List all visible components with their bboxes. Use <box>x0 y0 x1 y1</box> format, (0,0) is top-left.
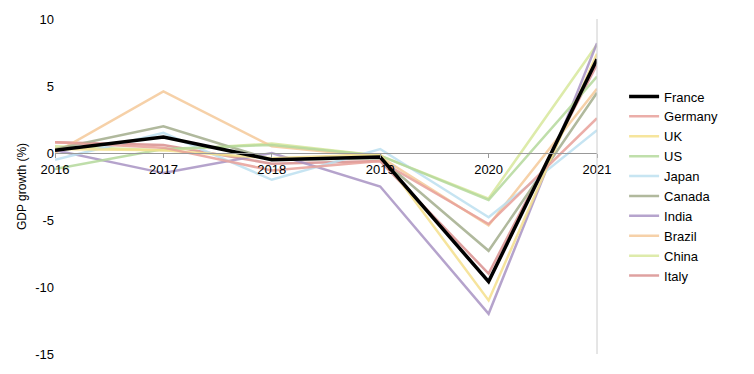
svg-text:5: 5 <box>47 79 54 94</box>
svg-text:2018: 2018 <box>257 162 286 177</box>
svg-text:10: 10 <box>40 12 54 27</box>
svg-text:China: China <box>664 249 699 264</box>
svg-text:-5: -5 <box>42 213 54 228</box>
svg-text:2020: 2020 <box>474 162 503 177</box>
svg-text:2017: 2017 <box>149 162 178 177</box>
svg-text:-10: -10 <box>35 280 54 295</box>
svg-text:Brazil: Brazil <box>664 229 697 244</box>
svg-text:0: 0 <box>47 146 54 161</box>
svg-text:2021: 2021 <box>583 162 612 177</box>
svg-text:2019: 2019 <box>366 162 395 177</box>
svg-text:Canada: Canada <box>664 189 710 204</box>
svg-text:Japan: Japan <box>664 169 699 184</box>
svg-text:2016: 2016 <box>41 162 70 177</box>
svg-text:US: US <box>664 149 682 164</box>
svg-text:India: India <box>664 209 693 224</box>
svg-text:Italy: Italy <box>664 269 688 284</box>
svg-text:France: France <box>664 90 704 105</box>
svg-text:-15: -15 <box>35 347 54 362</box>
svg-text:UK: UK <box>664 129 682 144</box>
svg-text:Germany: Germany <box>664 109 718 124</box>
svg-text:GDP growth (%): GDP growth (%) <box>15 143 29 230</box>
